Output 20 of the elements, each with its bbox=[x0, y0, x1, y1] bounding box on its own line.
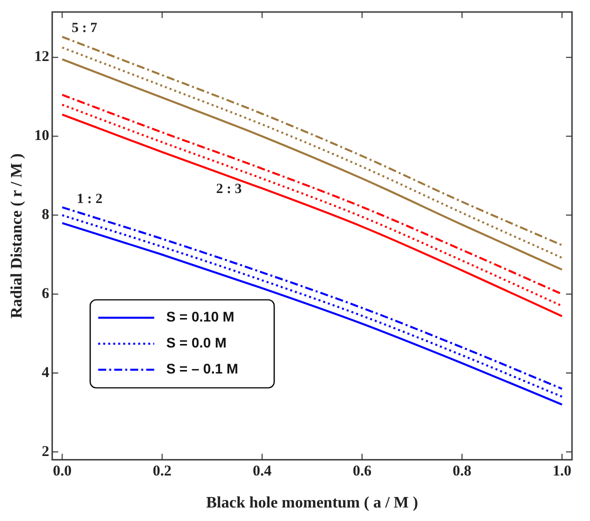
legend-label: S = 0.0 M bbox=[166, 334, 227, 351]
annotation: 1 : 2 bbox=[76, 192, 102, 207]
legend-label: S = 0.10 M bbox=[166, 308, 234, 325]
y-tick-label: 10 bbox=[34, 128, 50, 144]
y-tick-label: 2 bbox=[42, 444, 50, 460]
x-axis-title: Black hole momentum ( a / M ) bbox=[206, 494, 418, 512]
y-tick-label: 12 bbox=[34, 49, 50, 66]
x-tick-label: 0.6 bbox=[352, 464, 372, 480]
y-tick-label: 4 bbox=[42, 364, 50, 381]
x-tick-label: 0.4 bbox=[252, 464, 272, 480]
legend-label: S = – 0.1 M bbox=[166, 360, 238, 377]
y-axis-title: Radial Distance ( r / M ) bbox=[8, 153, 26, 318]
y-tick-label: 6 bbox=[42, 286, 50, 302]
x-tick-label: 0.0 bbox=[52, 464, 72, 480]
annotation: 5 : 7 bbox=[72, 21, 98, 36]
y-tick-label: 8 bbox=[42, 207, 50, 224]
annotation: 2 : 3 bbox=[216, 182, 242, 197]
x-tick-label: 1.0 bbox=[552, 464, 572, 480]
x-tick-label: 0.2 bbox=[152, 464, 172, 480]
x-tick-label: 0.8 bbox=[452, 464, 472, 480]
